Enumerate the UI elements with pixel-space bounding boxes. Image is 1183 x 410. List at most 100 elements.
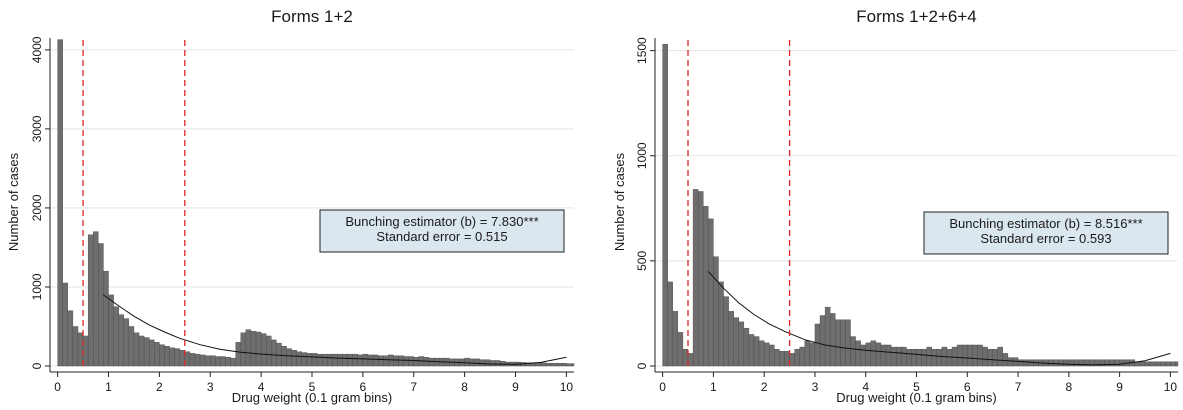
histogram-bar [179, 349, 186, 367]
histogram-bar [667, 281, 673, 367]
histogram-bar [860, 344, 866, 367]
x-tick-label: 1 [105, 380, 112, 394]
histogram-bar [682, 348, 689, 367]
histogram-bar [245, 329, 252, 367]
histogram-bar [972, 344, 978, 367]
histogram-bar [500, 361, 506, 367]
histogram-bar [57, 39, 63, 367]
histogram-bar [82, 335, 89, 367]
histogram-bar [880, 344, 887, 367]
histogram-bar [1022, 359, 1029, 367]
x-tick-label: 5 [309, 380, 316, 394]
x-tick-label: 5 [913, 380, 920, 394]
y-tick-label: 3000 [30, 115, 44, 142]
histogram-bar [169, 347, 175, 367]
histogram-bar [123, 318, 130, 367]
histogram-bar [967, 344, 973, 367]
histogram-bar [1058, 359, 1064, 367]
histogram-bar [824, 306, 831, 367]
histogram-bar [946, 348, 953, 367]
histogram-bar [164, 346, 170, 367]
histogram-bar [413, 357, 420, 367]
histogram-bar [357, 354, 364, 367]
histogram-bar [464, 357, 470, 367]
histogram-bar [799, 346, 805, 367]
fitted-counterfactual-curve [707, 271, 1171, 366]
histogram-bar [1119, 359, 1125, 367]
histogram-bar [718, 281, 724, 367]
histogram-bar [961, 344, 968, 367]
histogram-bar [677, 332, 684, 367]
histogram-bar [266, 335, 272, 367]
histogram-bar [1048, 359, 1054, 367]
histogram-bar [743, 327, 750, 367]
histogram-bar [956, 344, 963, 367]
x-tick-label: 8 [1065, 380, 1072, 394]
histogram-bar [692, 189, 699, 367]
histogram-bar [93, 231, 99, 367]
histogram-bar [794, 348, 800, 367]
y-tick-label: 1000 [30, 273, 44, 300]
histogram-bar [561, 363, 567, 367]
histogram-bar [911, 348, 917, 367]
histogram-bar [220, 356, 226, 367]
x-tick-label: 0 [659, 380, 666, 394]
histogram-bar [855, 340, 861, 367]
histogram-bar [753, 336, 760, 367]
histogram-bar [271, 339, 277, 367]
histogram-bar [708, 218, 714, 367]
histogram-bar [987, 348, 993, 367]
histogram-bar [545, 363, 552, 367]
x-tick-label: 0 [54, 380, 61, 394]
histogram-bar [728, 311, 734, 367]
histogram-bar [713, 256, 719, 367]
histogram-bar [1139, 361, 1146, 367]
histogram-bar [870, 340, 877, 367]
histogram-bar [286, 348, 292, 367]
histogram-bar [835, 319, 841, 367]
histogram-bar [383, 355, 389, 367]
histogram-bar [687, 353, 694, 367]
histogram-bar [809, 342, 816, 367]
histogram-bar [758, 340, 765, 367]
x-tick-label: 8 [461, 380, 468, 394]
histogram-bar [240, 332, 247, 367]
histogram-bar [819, 315, 826, 367]
histogram-bar [1002, 353, 1009, 367]
x-tick-label: 4 [862, 380, 869, 394]
histogram-bar [301, 352, 308, 367]
x-axis-label: Drug weight (0.1 gram bins) [836, 390, 996, 405]
histogram-bar [398, 355, 404, 367]
x-tick-label: 10 [560, 380, 574, 394]
histogram-bar [235, 342, 241, 367]
histogram-bar [225, 357, 231, 367]
histogram-bar [362, 353, 369, 367]
histogram-bar [408, 356, 414, 367]
chart-title: Forms 1+2+6+4 [856, 7, 977, 26]
histogram-bar [845, 319, 851, 367]
x-tick-label: 4 [258, 380, 265, 394]
histogram-bar [748, 334, 755, 367]
histogram-bar [763, 342, 770, 367]
histogram-bar [1175, 361, 1179, 367]
histogram-bar [703, 206, 709, 367]
y-tick-label: 0 [635, 362, 649, 369]
x-tick-label: 10 [1164, 380, 1178, 394]
histogram-bar [982, 346, 988, 367]
histogram-bar [535, 362, 542, 367]
histogram-bar [296, 351, 303, 367]
x-tick-label: 7 [1015, 380, 1022, 394]
histogram-bar [316, 353, 323, 367]
histogram-bar [550, 363, 557, 367]
annotation-line: Bunching estimator (b) = 7.830*** [345, 214, 538, 229]
x-tick-label: 9 [1116, 380, 1123, 394]
histogram-bar [916, 348, 922, 367]
histogram-bar [1017, 359, 1024, 367]
histogram-bar [906, 348, 912, 367]
histogram-bar [997, 346, 1004, 367]
histogram-bar [189, 353, 196, 367]
histogram-bar [143, 337, 150, 367]
histogram-bar [393, 355, 399, 367]
histogram-bar [62, 282, 69, 367]
histogram-bar [210, 355, 216, 367]
